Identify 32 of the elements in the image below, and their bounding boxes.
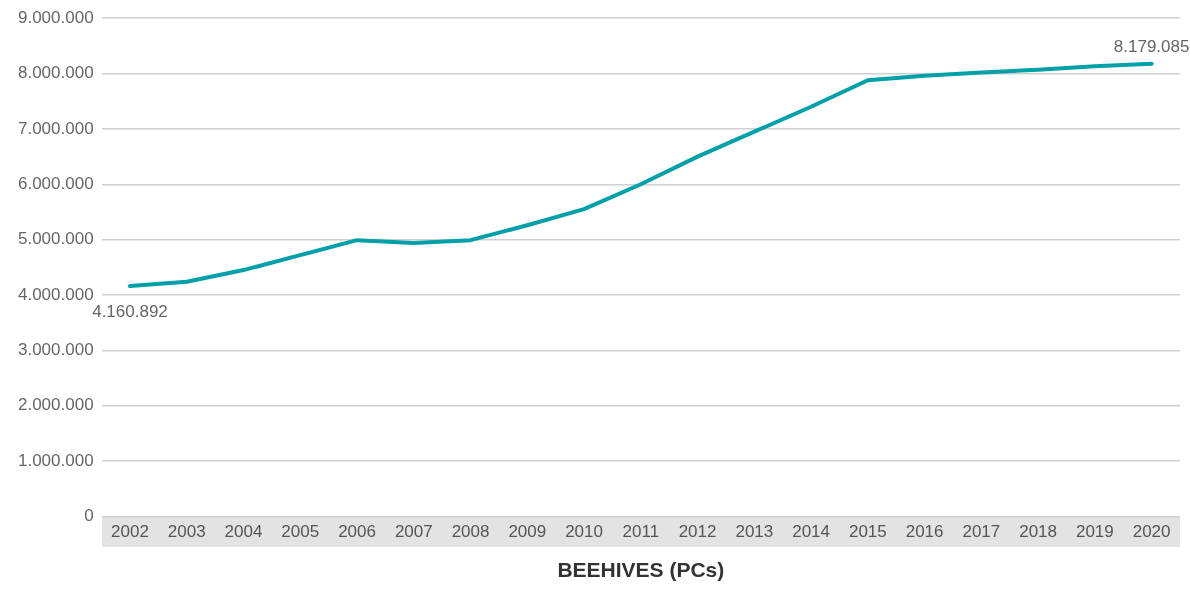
y-tick-label: 3.000.000 bbox=[17, 340, 94, 360]
x-tick-label: 2011 bbox=[622, 522, 660, 542]
x-tick-label: 2010 bbox=[565, 522, 603, 542]
x-tick-label: 2006 bbox=[338, 522, 376, 542]
data-label: 8.179.085 bbox=[1113, 36, 1190, 56]
x-tick-label: 2008 bbox=[451, 522, 490, 542]
x-tick-label: 2012 bbox=[678, 522, 717, 542]
x-tick-label: 2003 bbox=[167, 522, 206, 542]
y-tick-label: 8.000.000 bbox=[17, 63, 94, 83]
x-tick-label: 2019 bbox=[1075, 522, 1114, 542]
x-tick-label: 2014 bbox=[792, 522, 830, 542]
x-tick-label: 2005 bbox=[281, 522, 320, 542]
y-tick-label: 7.000.000 bbox=[17, 118, 94, 138]
y-tick-label: 9.000.000 bbox=[17, 7, 94, 27]
x-tick-label: 2013 bbox=[735, 522, 774, 542]
y-tick-label: 4.000.000 bbox=[17, 284, 94, 304]
x-tick-label: 2015 bbox=[848, 522, 887, 542]
x-tick-label: 2002 bbox=[111, 522, 149, 542]
y-tick-label: 6.000.000 bbox=[17, 173, 94, 193]
x-tick-label: 2020 bbox=[1132, 522, 1171, 542]
y-tick-label: 2.000.000 bbox=[17, 395, 94, 415]
y-tick-label: 5.000.000 bbox=[17, 229, 94, 249]
x-tick-label: 2016 bbox=[905, 522, 944, 542]
x-tick-label: 2009 bbox=[508, 522, 547, 542]
data-label: 4.160.892 bbox=[92, 302, 168, 322]
x-tick-label: 2007 bbox=[394, 522, 433, 542]
x-tick-label: 2017 bbox=[962, 522, 1001, 542]
y-tick-label: 1.000.000 bbox=[17, 450, 94, 470]
x-tick-label: 2004 bbox=[224, 522, 263, 542]
x-tick-label: 2018 bbox=[1019, 522, 1058, 542]
x-axis-title: BEEHIVES (PCs) bbox=[557, 558, 725, 582]
y-tick-label: 0 bbox=[84, 506, 94, 526]
